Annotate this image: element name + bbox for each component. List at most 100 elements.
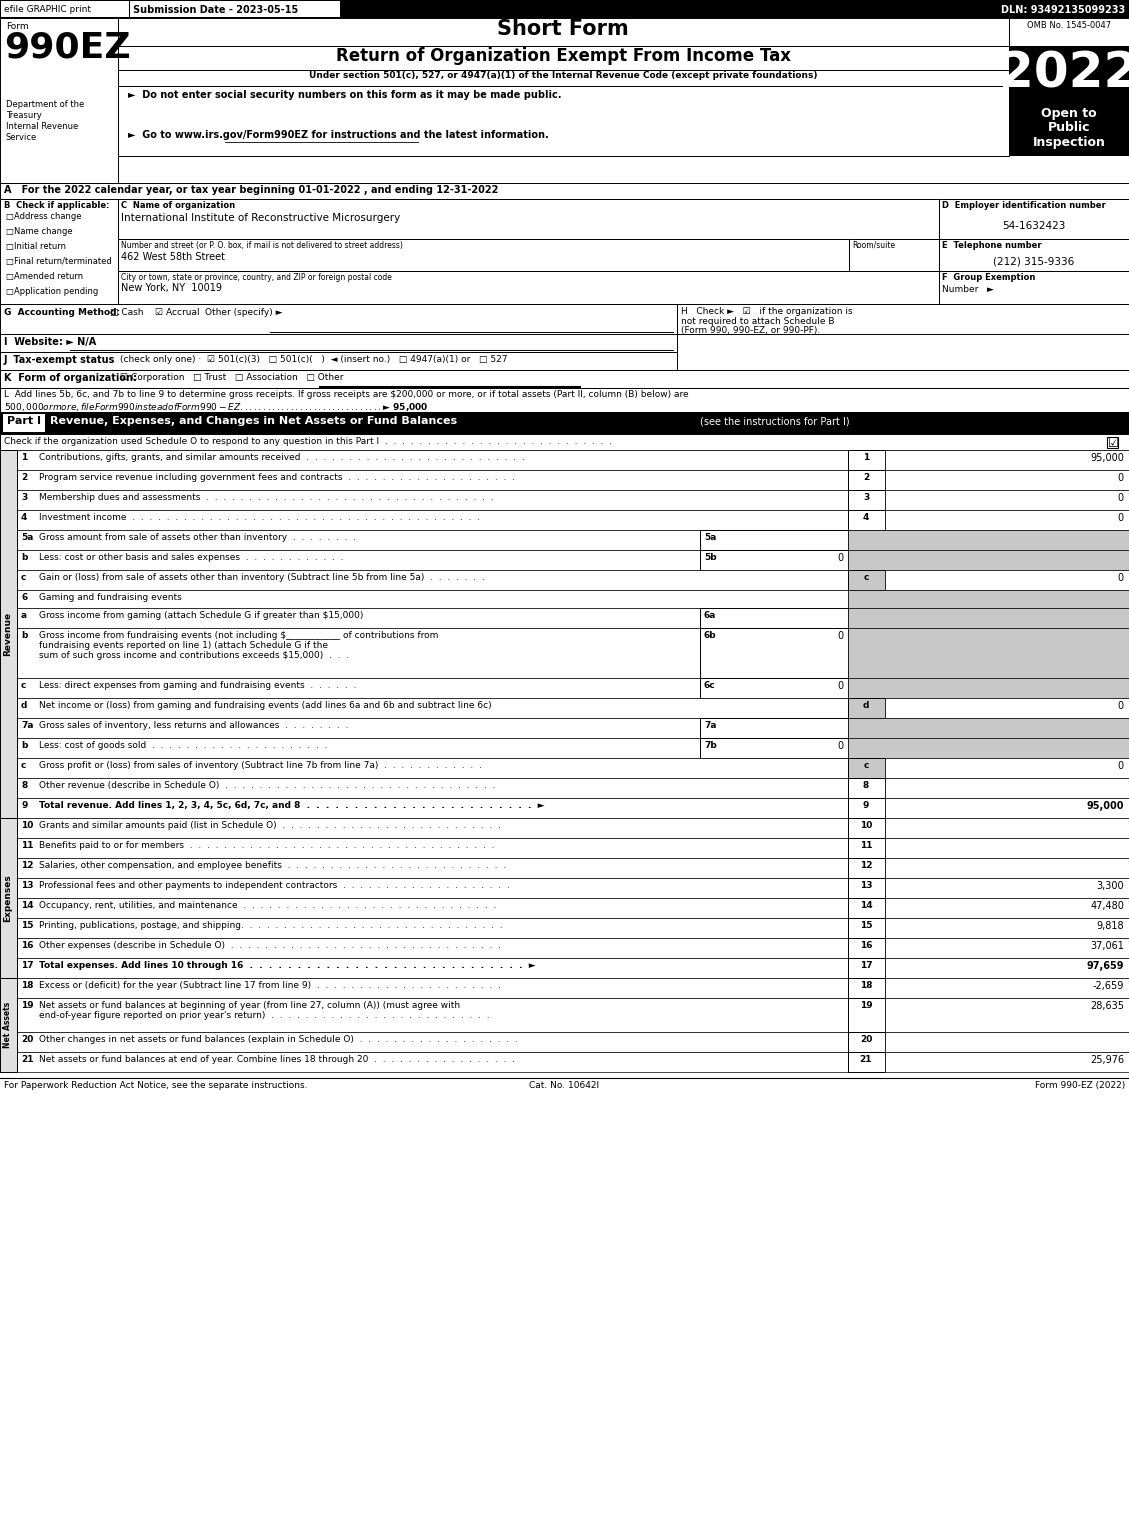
Bar — [885, 958, 1129, 978]
Bar — [17, 839, 848, 859]
Text: Less: cost or other basis and sales expenses  .  .  .  .  .  .  .  .  .  .  .  .: Less: cost or other basis and sales expe… — [40, 554, 343, 563]
Text: G  Accounting Method:: G Accounting Method: — [5, 308, 120, 317]
Bar — [17, 859, 848, 878]
Bar — [17, 679, 700, 698]
Text: C  Name of organization: C Name of organization — [121, 201, 235, 210]
Bar — [848, 778, 885, 798]
Text: Cat. No. 10642I: Cat. No. 10642I — [530, 1081, 599, 1090]
Text: c: c — [864, 573, 868, 583]
Text: Net assets or fund balances at end of year. Combine lines 18 through 20  .  .  .: Net assets or fund balances at end of ye… — [40, 1055, 515, 1064]
Text: Net assets or fund balances at beginning of year (from line 27, column (A)) (mus: Net assets or fund balances at beginning… — [40, 1000, 461, 1010]
Text: F  Group Exemption: F Group Exemption — [942, 273, 1035, 282]
Bar — [17, 608, 700, 628]
Bar — [848, 590, 1129, 608]
Text: 6b: 6b — [704, 631, 717, 640]
Bar — [939, 271, 1129, 303]
Bar — [17, 531, 700, 551]
Bar — [885, 1052, 1129, 1072]
Bar — [1009, 18, 1129, 46]
Bar — [0, 412, 1129, 435]
Text: Check if the organization used Schedule O to respond to any question in this Par: Check if the organization used Schedule … — [5, 438, 612, 445]
Bar — [848, 817, 885, 839]
Text: □ Cash: □ Cash — [110, 308, 143, 317]
Bar — [17, 628, 700, 679]
Text: 97,659: 97,659 — [1086, 961, 1124, 971]
Text: Inspection: Inspection — [1033, 136, 1105, 149]
Text: Gain or (loss) from sale of assets other than inventory (Subtract line 5b from l: Gain or (loss) from sale of assets other… — [40, 573, 484, 583]
Text: 20: 20 — [21, 1035, 34, 1045]
Text: □: □ — [5, 258, 12, 265]
Bar — [0, 183, 1129, 198]
Bar — [1009, 98, 1129, 156]
Text: Occupancy, rent, utilities, and maintenance  .  .  .  .  .  .  .  .  .  .  .  . : Occupancy, rent, utilities, and maintena… — [40, 901, 497, 910]
Text: OMB No. 1545-0047: OMB No. 1545-0047 — [1027, 21, 1111, 30]
Text: H   Check ►   ☑   if the organization is: H Check ► ☑ if the organization is — [681, 307, 852, 316]
Text: Other expenses (describe in Schedule O)  .  .  .  .  .  .  .  .  .  .  .  .  .  : Other expenses (describe in Schedule O) … — [40, 941, 501, 950]
Text: b: b — [21, 631, 27, 640]
Bar — [0, 371, 1129, 387]
Bar — [700, 738, 848, 758]
Text: Gross income from gaming (attach Schedule G if greater than $15,000): Gross income from gaming (attach Schedul… — [40, 612, 364, 621]
Text: 5a: 5a — [704, 534, 717, 541]
Text: 9,818: 9,818 — [1096, 921, 1124, 930]
Text: A   For the 2022 calendar year, or tax year beginning 01-01-2022 , and ending 12: A For the 2022 calendar year, or tax yea… — [5, 185, 498, 195]
Text: 0: 0 — [1118, 573, 1124, 583]
Bar — [0, 450, 17, 817]
Text: a: a — [21, 612, 27, 621]
Text: New York, NY  10019: New York, NY 10019 — [121, 284, 222, 293]
Text: Address change: Address change — [14, 212, 81, 221]
Text: 0: 0 — [837, 554, 843, 563]
Text: J  Tax-exempt status: J Tax-exempt status — [5, 355, 115, 364]
Text: Benefits paid to or for members  .  .  .  .  .  .  .  .  .  .  .  .  .  .  .  . : Benefits paid to or for members . . . . … — [40, 840, 495, 849]
Text: 6c: 6c — [704, 682, 716, 689]
Text: D  Employer identification number: D Employer identification number — [942, 201, 1105, 210]
Bar — [1, 2, 129, 17]
Text: Grants and similar amounts paid (list in Schedule O)  .  .  .  .  .  .  .  .  . : Grants and similar amounts paid (list in… — [40, 820, 501, 830]
Bar — [700, 718, 848, 738]
Text: 5b: 5b — [704, 554, 717, 563]
Bar — [17, 470, 848, 490]
Text: Investment income  .  .  .  .  .  .  .  .  .  .  .  .  .  .  .  .  .  .  .  .  .: Investment income . . . . . . . . . . . … — [40, 512, 480, 522]
Text: 25,976: 25,976 — [1089, 1055, 1124, 1064]
Bar — [885, 938, 1129, 958]
Bar — [848, 859, 885, 878]
Text: Public: Public — [1048, 120, 1091, 134]
Text: 0: 0 — [837, 631, 843, 640]
Bar — [119, 70, 1009, 85]
Text: 20: 20 — [860, 1035, 873, 1045]
Text: 21: 21 — [860, 1055, 873, 1064]
Text: Total expenses. Add lines 10 through 16  .  .  .  .  .  .  .  .  .  .  .  .  .  : Total expenses. Add lines 10 through 16 … — [40, 961, 535, 970]
Bar — [885, 839, 1129, 859]
Text: 3: 3 — [21, 493, 27, 502]
Bar — [17, 590, 848, 608]
Text: Room/suite: Room/suite — [852, 241, 895, 250]
Bar — [3, 413, 45, 432]
Text: Short Form: Short Form — [497, 18, 629, 40]
Text: I  Website: ► N/A: I Website: ► N/A — [5, 337, 96, 348]
Text: Final return/terminated: Final return/terminated — [14, 258, 112, 265]
Bar — [848, 918, 885, 938]
Text: □: □ — [5, 287, 12, 296]
Text: B  Check if applicable:: B Check if applicable: — [5, 201, 110, 210]
Bar — [0, 303, 677, 334]
Bar — [848, 997, 885, 1032]
Text: fundraising events reported on line 1) (attach Schedule G if the: fundraising events reported on line 1) (… — [40, 640, 329, 650]
Bar — [17, 817, 848, 839]
Text: 4: 4 — [863, 512, 869, 522]
Bar — [885, 450, 1129, 470]
Bar — [17, 1052, 848, 1072]
Bar — [848, 450, 885, 470]
Text: ☑: ☑ — [1108, 438, 1119, 450]
Text: 14: 14 — [859, 901, 873, 910]
Bar — [885, 997, 1129, 1032]
Text: (Form 990, 990-EZ, or 990-PF).: (Form 990, 990-EZ, or 990-PF). — [681, 326, 821, 336]
Bar — [17, 778, 848, 798]
Text: Membership dues and assessments  .  .  .  .  .  .  .  .  .  .  .  .  .  .  .  . : Membership dues and assessments . . . . … — [40, 493, 493, 502]
Text: Open to: Open to — [1041, 107, 1096, 120]
Text: 11: 11 — [860, 840, 873, 849]
Text: Revenue: Revenue — [3, 612, 12, 656]
Bar — [885, 898, 1129, 918]
Bar — [885, 798, 1129, 817]
Text: L  Add lines 5b, 6c, and 7b to line 9 to determine gross receipts. If gross rece: L Add lines 5b, 6c, and 7b to line 9 to … — [5, 390, 689, 400]
Text: K  Form of organization:: K Form of organization: — [5, 374, 137, 383]
